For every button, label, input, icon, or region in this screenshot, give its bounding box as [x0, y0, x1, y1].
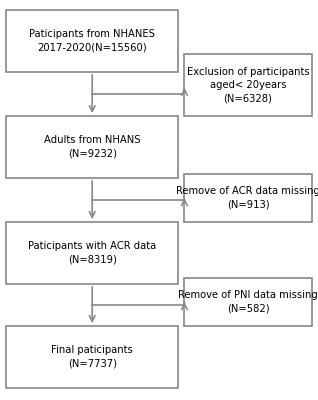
- Text: Final paticipants
(N=7737): Final paticipants (N=7737): [51, 345, 133, 369]
- Text: Remove of PNI data missing
(N=582): Remove of PNI data missing (N=582): [178, 290, 318, 314]
- Text: Paticipants with ACR data
(N=8319): Paticipants with ACR data (N=8319): [28, 241, 156, 265]
- FancyBboxPatch shape: [6, 326, 178, 388]
- Text: Adults from NHANS
(N=9232): Adults from NHANS (N=9232): [44, 135, 141, 158]
- Text: Exclusion of participants
aged< 20years
(N=6328): Exclusion of participants aged< 20years …: [187, 67, 309, 103]
- FancyBboxPatch shape: [184, 278, 312, 326]
- Text: Remove of ACR data missing
(N=913): Remove of ACR data missing (N=913): [176, 186, 318, 210]
- FancyBboxPatch shape: [6, 222, 178, 284]
- FancyBboxPatch shape: [6, 10, 178, 72]
- FancyBboxPatch shape: [6, 116, 178, 178]
- Text: Paticipants from NHANES
2017-2020(N=15560): Paticipants from NHANES 2017-2020(N=1556…: [29, 29, 155, 53]
- FancyBboxPatch shape: [184, 54, 312, 116]
- FancyBboxPatch shape: [184, 174, 312, 222]
